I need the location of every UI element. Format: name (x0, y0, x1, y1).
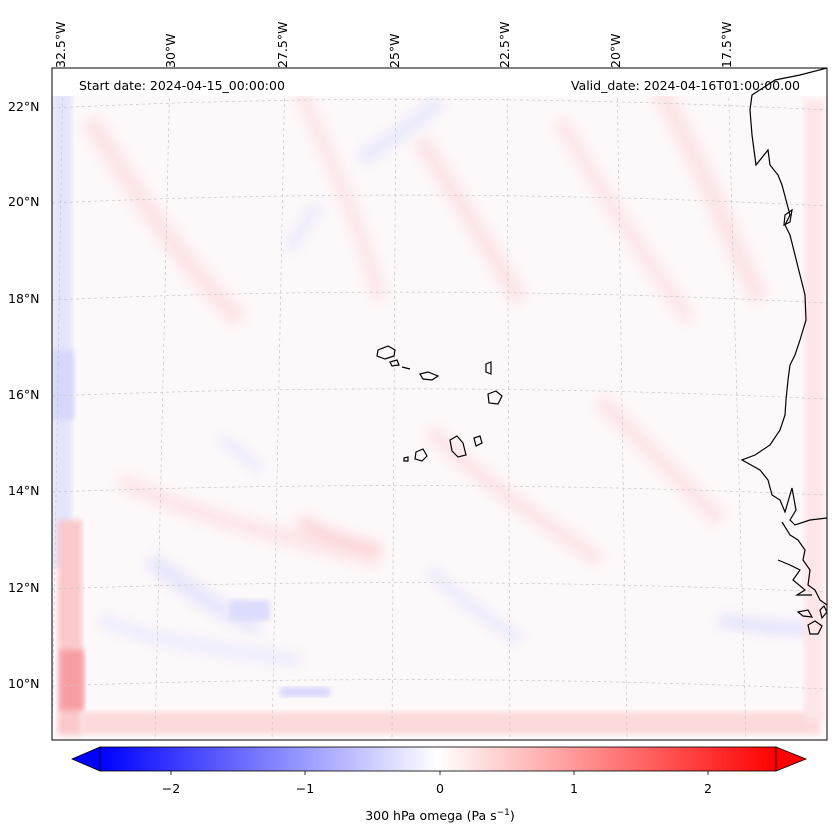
colorbar-title-end: ) (509, 808, 515, 824)
lat-label-10n: 10°N (8, 676, 40, 691)
lat-label-12n: 12°N (8, 580, 40, 595)
lat-label-20n: 20°N (8, 194, 40, 209)
start-date-label: Start date: 2024-04-15_00:00:00 (79, 78, 285, 93)
lon-label-22-5w: 22.5°W (497, 21, 512, 68)
colorbar-tick-neg2: −2 (161, 781, 181, 796)
gridlines (52, 68, 827, 740)
lat-label-14n: 14°N (8, 483, 40, 498)
colorbar-tick-neg1: −1 (295, 781, 315, 796)
colorbar (70, 746, 808, 775)
colorbar-title-main: 300 hPa omega (Pa s (365, 808, 497, 824)
coastline (740, 68, 827, 635)
colorbar-title-exponent: −1 (496, 808, 510, 818)
header-strip (52, 68, 827, 96)
lon-label-30w: 30°W (163, 33, 178, 68)
lon-label-20w: 20°W (608, 33, 623, 68)
cape-verde-islands (376, 345, 503, 462)
map-frame (51, 67, 828, 741)
lat-label-16n: 16°N (8, 387, 40, 402)
lat-label-18n: 18°N (8, 291, 40, 306)
lon-label-17-5w: 17.5°W (719, 21, 734, 68)
lon-label-32-5w: 32.5°W (53, 21, 68, 68)
colorbar-tick-2: 2 (704, 781, 712, 796)
omega-field (52, 68, 827, 740)
lat-label-22n: 22°N (8, 99, 40, 114)
valid-date-label: Valid_date: 2024-04-16T01:00:00.00 (570, 78, 800, 93)
colorbar-tick-0: 0 (436, 781, 444, 796)
lon-label-27-5w: 27.5°W (275, 21, 290, 68)
colorbar-title: 300 hPa omega (Pa s−1) (365, 808, 515, 823)
colorbar-tick-1: 1 (570, 781, 578, 796)
lon-label-25w: 25°W (387, 33, 402, 68)
